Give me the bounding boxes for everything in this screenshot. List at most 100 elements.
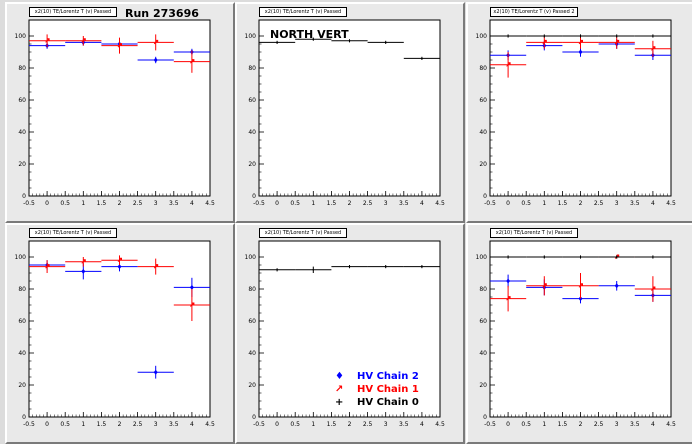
y-tick-label: 20 — [18, 161, 26, 168]
x-tick-label: 4 — [420, 421, 424, 428]
data-point-arrow — [506, 296, 511, 301]
x-tick-label: 4 — [651, 421, 655, 428]
x-tick-label: 2.5 — [133, 421, 143, 428]
data-point-arrow — [153, 39, 159, 45]
x-tick-label: 3 — [384, 200, 388, 207]
y-tick-label: 20 — [479, 382, 487, 389]
y-tick-label: 40 — [248, 129, 256, 136]
y-tick-label: 0 — [483, 193, 487, 200]
x-tick-label: 3 — [615, 200, 619, 207]
x-tick-label: 1.5 — [558, 200, 568, 207]
pad-2: 0 20 40 60 80 100 -0.5 0 0.5 1 1.5 2 2.5 3 3.5 4 4.5 x2(… — [235, 2, 465, 223]
y-tick-label: 80 — [479, 65, 487, 72]
data-point — [652, 256, 654, 258]
data-point-arrow — [190, 302, 195, 307]
legend-label-hv-chain-0: HV Chain 0 — [357, 397, 419, 408]
x-tick-label: 2.5 — [363, 421, 373, 428]
pad-3: 0 20 40 60 80 100 -0.5 0 0.5 1 1.5 2 2.5 3 3.5 4 4.5 x2(… — [466, 2, 692, 223]
x-tick-label: 3.5 — [399, 200, 409, 207]
x-tick-label: 1 — [542, 421, 546, 428]
x-tick-label: 4.5 — [435, 200, 445, 207]
data-point-arrow — [578, 39, 583, 45]
data-point — [348, 265, 351, 268]
data-point-diamond — [117, 264, 122, 270]
x-tick-label: -0.5 — [23, 200, 35, 207]
y-tick-label: 80 — [18, 65, 26, 72]
legend-label-hv-chain-2: HV Chain 2 — [357, 371, 419, 382]
x-tick-label: 2 — [579, 200, 583, 207]
x-tick-label: 4 — [190, 421, 194, 428]
x-tick-label: -0.5 — [484, 200, 496, 207]
data-point — [384, 41, 387, 44]
data-point — [507, 35, 509, 37]
x-tick-label: 3.5 — [169, 200, 179, 207]
x-tick-label: 0 — [275, 421, 279, 428]
y-tick-label: 0 — [22, 414, 26, 421]
y-tick-label: 100 — [245, 254, 257, 261]
y-tick-label: 60 — [18, 318, 26, 325]
x-tick-label: 4 — [651, 200, 655, 207]
pad-1: 0 20 40 60 80 100 -0.5 0 0.5 1 1.5 2 2.5 3 3.5 4 4.5 x2(… — [5, 2, 235, 223]
pad-4: 0 20 40 60 80 100 -0.5 0 0.5 1 1.5 2 2.5 3 3.5 4 4.5 x2(… — [5, 223, 235, 444]
data-point-arrow — [153, 264, 159, 269]
x-tick-label: 4.5 — [666, 200, 676, 207]
y-tick-label: 80 — [479, 286, 487, 293]
x-tick-label: 3 — [154, 200, 158, 207]
data-point-arrow — [506, 62, 511, 67]
data-point-diamond — [189, 284, 194, 290]
x-tick-label: 1.5 — [327, 421, 337, 428]
data-point-arrow — [651, 286, 656, 291]
pad-6: 0 20 40 60 80 100 -0.5 0 0.5 1 1.5 2 2.5 3 3.5 4 4.5 x2(… — [466, 223, 692, 444]
data-point — [421, 265, 423, 268]
x-tick-label: 1 — [311, 200, 315, 207]
y-tick-label: 100 — [15, 33, 27, 40]
pad-5: 0 20 40 60 80 100 -0.5 0 0.5 1 1.5 2 2.5 3 3.5 4 4.5 x2(… — [235, 223, 465, 444]
x-tick-label: 2.5 — [594, 421, 604, 428]
x-tick-label: 2.5 — [363, 200, 373, 207]
pad-5-legend: ♦ HV Chain 2 ↗ HV Chain 1 + HV Chain 0 — [335, 370, 419, 409]
x-tick-label: 1 — [81, 200, 85, 207]
pad-5-title: x2(10) TE/Lorentz T (v) Passed — [259, 228, 347, 238]
x-tick-label: 0.5 — [290, 421, 300, 428]
x-tick-label: -0.5 — [253, 421, 265, 428]
x-tick-label: 3.5 — [630, 421, 640, 428]
x-tick-label: 1 — [311, 421, 315, 428]
x-tick-label: 4.5 — [205, 200, 215, 207]
data-point-arrow — [117, 257, 122, 263]
y-tick-label: 60 — [479, 97, 487, 104]
x-tick-label: 0.5 — [60, 421, 70, 428]
data-point — [615, 35, 618, 37]
y-tick-label: 0 — [483, 414, 487, 421]
pad-1-title: x2(10) TE/Lorentz T (v) Passed — [29, 7, 117, 17]
x-tick-label: 2.5 — [133, 200, 143, 207]
data-point — [312, 38, 315, 40]
x-tick-label: 4.5 — [205, 421, 215, 428]
data-point — [615, 256, 618, 258]
data-point — [507, 256, 509, 258]
x-tick-label: 1.5 — [327, 200, 337, 207]
y-tick-label: 40 — [479, 350, 487, 357]
x-tick-label: 2 — [118, 200, 122, 207]
data-point-diamond — [578, 49, 583, 55]
x-tick-label: 2 — [118, 421, 122, 428]
x-tick-label: 2 — [579, 421, 583, 428]
data-point-diamond — [153, 57, 158, 63]
x-tick-label: 4 — [190, 200, 194, 207]
y-tick-label: 60 — [479, 318, 487, 325]
x-tick-label: -0.5 — [253, 200, 265, 207]
data-point — [579, 256, 582, 258]
x-tick-label: 0 — [45, 200, 49, 207]
data-point — [276, 269, 278, 271]
data-point-arrow — [614, 39, 620, 45]
x-tick-label: 4.5 — [666, 421, 676, 428]
x-tick-label: 3.5 — [169, 421, 179, 428]
data-point-diamond — [506, 278, 511, 284]
y-tick-label: 60 — [248, 318, 256, 325]
x-tick-label: 0 — [506, 200, 510, 207]
data-point-arrow — [190, 59, 195, 64]
x-tick-label: 0.5 — [521, 421, 531, 428]
